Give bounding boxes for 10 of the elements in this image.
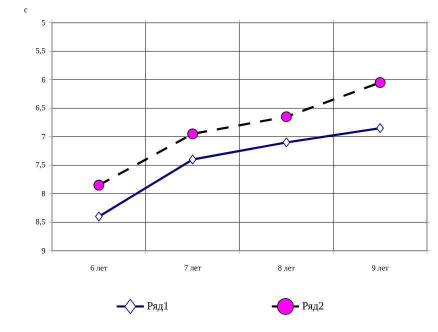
point (188, 154, 196, 164)
point (187, 128, 198, 140)
point (280, 111, 292, 122)
point (376, 123, 384, 134)
point (374, 77, 386, 88)
point (93, 180, 104, 191)
point (282, 138, 290, 148)
legend-label: Ряд1 (147, 302, 168, 312)
point (95, 212, 103, 222)
legend-label: Ряд2 (302, 302, 324, 312)
